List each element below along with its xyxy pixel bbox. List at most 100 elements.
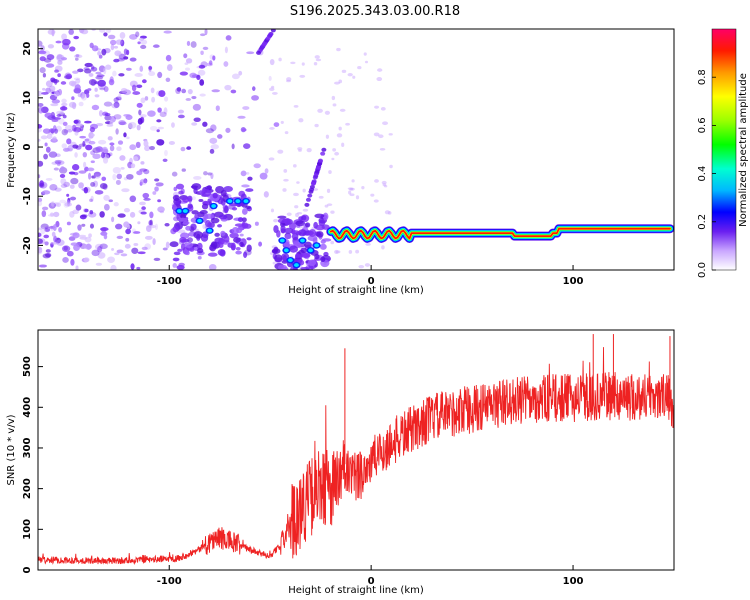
spectrogram-speckle (280, 120, 284, 124)
spectrogram-speckle (282, 188, 287, 192)
chart-title: S196.2025.343.03.00.R18 (290, 4, 460, 19)
spectrogram-speckle (144, 243, 151, 250)
spectrogram-speckle (40, 223, 49, 230)
spectrogram-speckle (193, 175, 202, 180)
spectrogram-speckle (90, 66, 98, 72)
spectrogram-speckle (199, 33, 206, 37)
spectrogram-speckle (328, 170, 332, 174)
spectrogram-speckle (85, 93, 90, 99)
spectrogram-cluster-blob (201, 189, 212, 197)
spectrogram-speckle (59, 173, 66, 178)
spectrogram-speckle (60, 183, 68, 188)
spectrogram-speckle (334, 81, 341, 85)
spectrogram-speckle (39, 180, 44, 187)
spectrogram-speckle (143, 140, 149, 147)
spectrogram-hotspot (279, 238, 285, 243)
spectrogram-speckle (172, 263, 177, 268)
spectrogram-speckle (62, 38, 71, 46)
spectrogram-speckle (56, 160, 65, 165)
spectrogram-speckle (80, 91, 86, 99)
spectrogram-speckle (61, 98, 67, 104)
spectrogram-speckle (93, 174, 101, 179)
spectrogram-speckle (69, 46, 76, 52)
spectrogram-speckle (88, 78, 97, 86)
spectrogram-speckle (69, 184, 75, 189)
spectrogram-cluster-blob (322, 212, 329, 221)
spectrogram-speckle (210, 124, 217, 132)
spectrogram-speckle (136, 170, 143, 176)
spectrogram-speckle (185, 98, 192, 101)
spectrogram-speckle (225, 127, 231, 133)
spectrogram-speckle (93, 171, 101, 177)
spectrogram-speckle (156, 129, 160, 133)
spectrogram-speckle (47, 213, 57, 217)
spectrogram-speckle (205, 128, 214, 134)
spectrogram-speckle (87, 167, 95, 172)
spectrogram-speckle (56, 110, 65, 115)
spectrogram-speckle (283, 178, 289, 182)
spectrogram-speckle (290, 61, 296, 65)
spectrogram-speckle (39, 56, 46, 62)
spectrogram-speckle (110, 44, 115, 51)
spectrogram-speckle (114, 252, 120, 256)
spectrogram-speckle (78, 101, 84, 107)
spectrogram-cluster-blob (295, 220, 306, 227)
spectrogram-speckle (196, 74, 201, 81)
spectrogram-speckle (73, 119, 79, 124)
spectrogram-hotspot (235, 199, 241, 204)
spectrogram-speckle (293, 104, 299, 108)
spectrogram-speckle (118, 73, 125, 77)
spectrogram-speckle (70, 177, 79, 185)
spectrogram-speckle (125, 228, 131, 235)
spectrogram-speckle (99, 243, 108, 250)
spectrogram-cluster-blob (175, 183, 185, 190)
spectrogram-speckle (165, 77, 171, 82)
spectrogram-hotspot (308, 248, 313, 253)
spectrogram-speckle (384, 210, 391, 215)
spectrogram-hotspot (211, 204, 217, 208)
spectrogram-speckle (155, 182, 164, 187)
spectrogram-speckle (99, 87, 106, 91)
spectrogram-speckle (135, 31, 140, 38)
spectrogram-speckle (44, 142, 48, 147)
spectrogram-speckle (109, 120, 114, 127)
spectrogram-speckle (150, 87, 155, 94)
spectrogram-cluster-blob (282, 255, 287, 263)
spectrogram-cluster-blob (300, 252, 311, 259)
spectrogram-cluster-blob (178, 190, 184, 195)
spectrogram-speckle (373, 132, 380, 137)
spectrogram-speckle (75, 57, 79, 61)
spectrogram-cluster-blob (314, 213, 325, 219)
spectrogram-cluster-blob (288, 222, 297, 230)
spectrogram-speckle (38, 106, 44, 114)
spectrogram-speckle (284, 131, 289, 135)
spectrogram-speckle (330, 210, 335, 214)
spectrogram-speckle (258, 241, 263, 247)
spectrogram-speckle (268, 157, 275, 161)
spectrogram-cluster-blob (191, 183, 202, 190)
spectrogram-speckle (53, 235, 57, 243)
spectrogram-speckle (118, 119, 126, 126)
spectrogram-cluster-blob (201, 203, 209, 210)
y-tick-label: -10 (22, 187, 33, 205)
spectrogram-speckle (138, 37, 145, 41)
spectrogram-speckle (60, 81, 67, 85)
spectrogram-speckle (130, 163, 136, 169)
spectrogram-cluster-blob (241, 208, 248, 215)
spectrogram-speckle (144, 96, 149, 101)
spectrogram-speckle (136, 124, 141, 131)
spectrogram-speckle (189, 72, 197, 79)
spectrogram-cluster-blob (314, 253, 320, 260)
snr-frame (37, 329, 675, 571)
spectrogram-cluster-blob (231, 226, 240, 235)
spectrogram-speckle (191, 95, 197, 100)
spectrogram-streak-blob (312, 175, 318, 180)
spectrogram-cluster-blob (172, 194, 180, 202)
spectrogram-hotspot (300, 238, 305, 243)
colorbar-tick-label: 0.0 (697, 262, 708, 278)
spectrogram-speckle (133, 231, 141, 234)
spectrogram-cluster-blob (218, 214, 228, 220)
spectrogram-speckle (68, 171, 76, 175)
spectrogram-speckle (79, 135, 87, 139)
spectrogram-speckle (52, 136, 57, 142)
